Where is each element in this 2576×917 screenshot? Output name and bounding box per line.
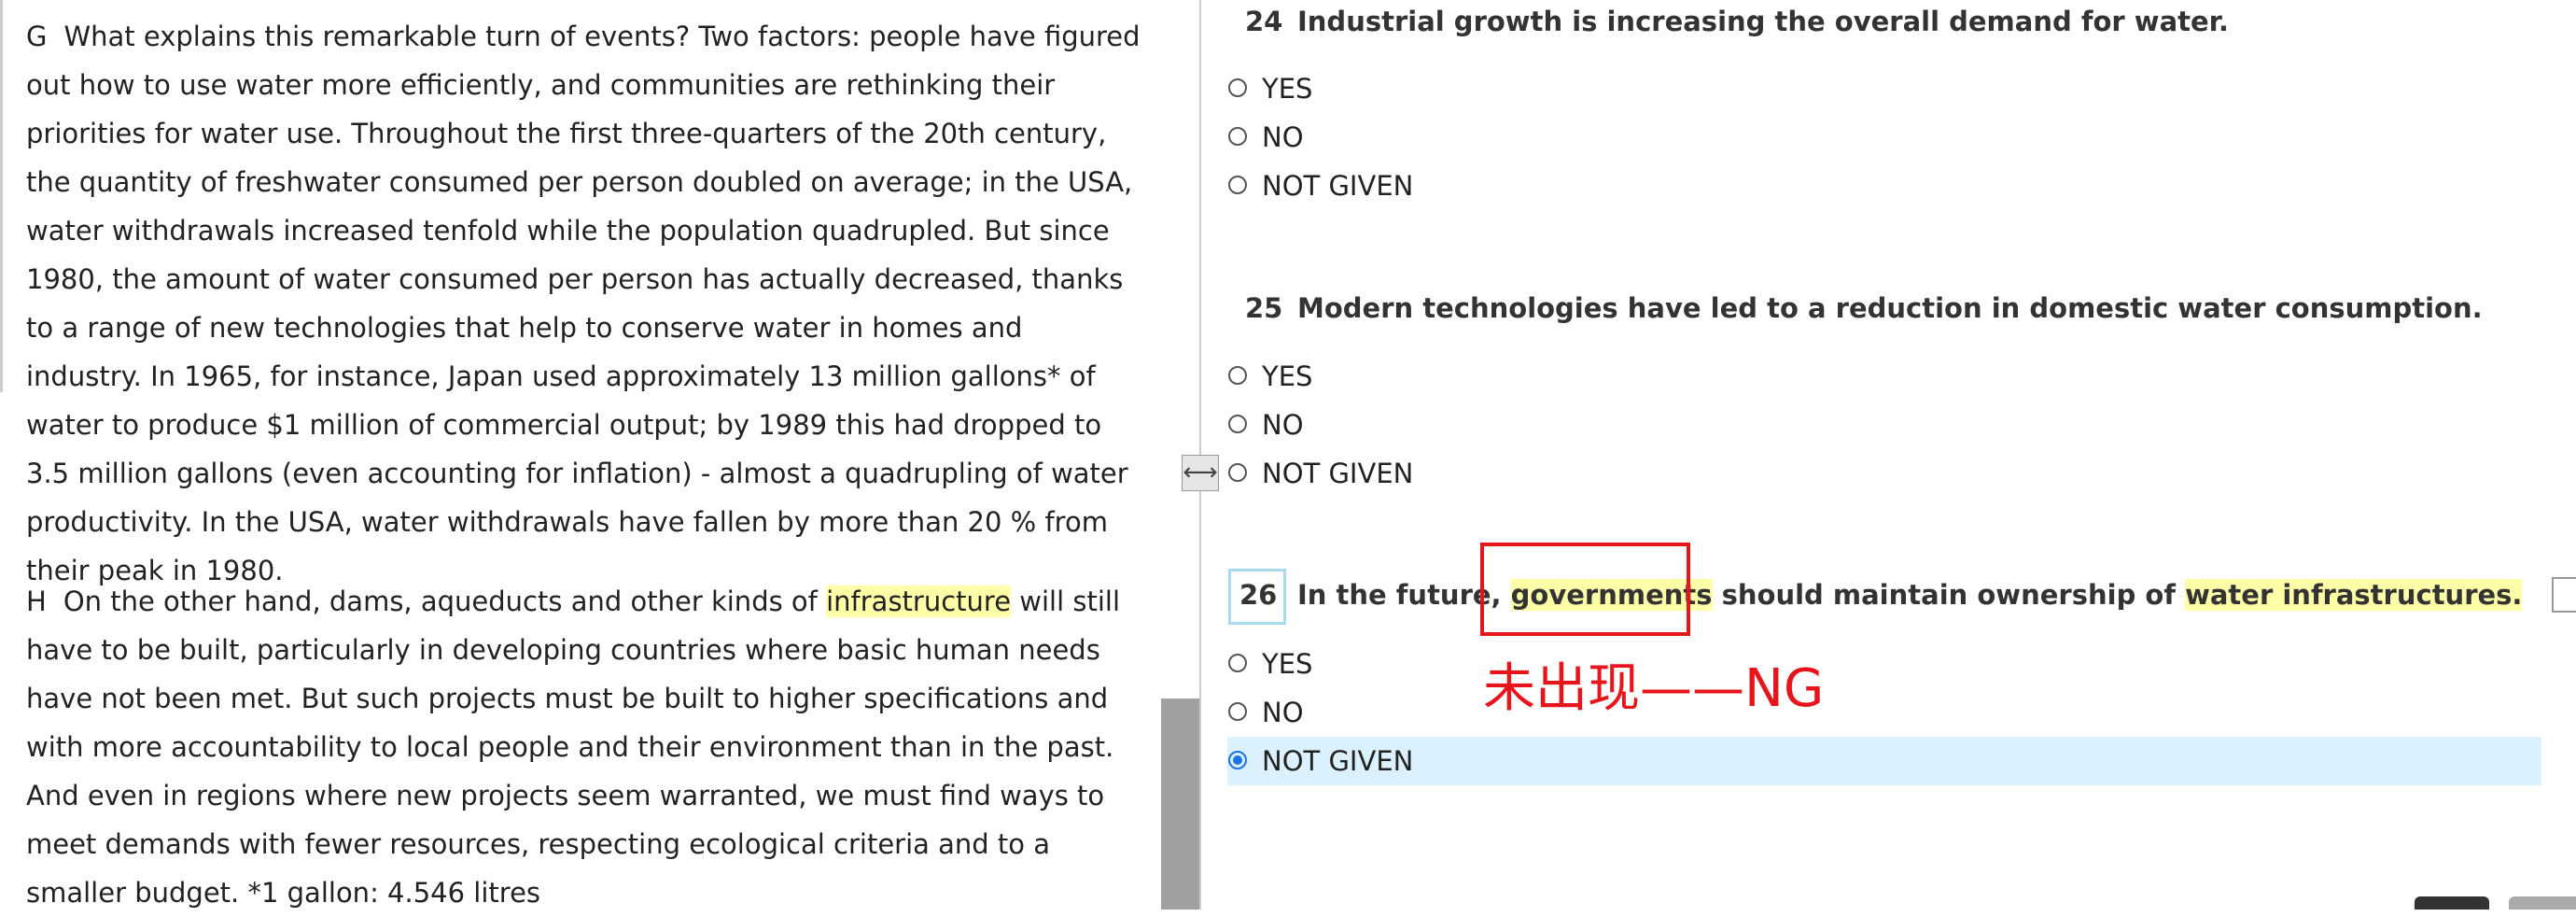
radio[interactable] (1228, 127, 1247, 146)
option-text: YES (1262, 73, 1313, 105)
radio[interactable] (1228, 415, 1247, 433)
paragraph-text: will still have to be built, particularl… (26, 585, 1121, 909)
radio[interactable] (1228, 176, 1247, 194)
option-text: YES (1262, 648, 1313, 680)
question-text: Industrial growth is increasing the over… (1297, 6, 2229, 37)
option[interactable]: NOT GIVEN (1227, 162, 2541, 210)
paragraph-text: What explains this remarkable turn of ev… (26, 21, 1141, 586)
option[interactable]: NO (1227, 401, 2541, 449)
option-text: NOT GIVEN (1262, 170, 1414, 202)
nav-button[interactable] (2509, 896, 2576, 910)
question-number: 26 (1239, 579, 1278, 611)
option[interactable]: YES (1227, 352, 2541, 401)
nav-button[interactable] (2415, 896, 2489, 910)
question-text: In the future, (1297, 579, 1511, 611)
paragraph: G What explains this remarkable turn of e… (26, 12, 1144, 595)
option[interactable]: NOT GIVEN (1227, 449, 2541, 498)
radio[interactable] (1228, 654, 1247, 672)
radio[interactable] (1228, 702, 1247, 721)
question-text: should maintain ownership of (1712, 579, 2186, 611)
option-text: NO (1262, 697, 1304, 728)
option-text: NO (1262, 409, 1304, 441)
question-number: 25 (1245, 292, 1283, 324)
number-box (1228, 569, 1286, 625)
option[interactable]: YES (1227, 640, 2541, 688)
highlight[interactable]: water infrastructures. (2185, 579, 2523, 611)
option[interactable]: NO (1227, 113, 2541, 162)
option-text: NOT GIVEN (1262, 458, 1414, 489)
resize-handle[interactable]: ⟷ (1182, 455, 1219, 491)
red-box (1480, 543, 1690, 636)
option-text: NOT GIVEN (1262, 745, 1414, 777)
highlight[interactable]: infrastructure (826, 585, 1012, 617)
paragraph-label: H (26, 585, 47, 617)
option-text: YES (1262, 360, 1313, 392)
passage-pane: G What explains this remarkable turn of e… (0, 0, 1161, 910)
question: 24 Industrial growth is increasing the ov… (1245, 6, 2229, 37)
option[interactable]: NOT GIVEN (1227, 737, 2541, 785)
paragraph: H On the other hand, dams, aqueducts and … (26, 577, 1144, 917)
option[interactable]: YES (1227, 64, 2541, 113)
paragraph-text: On the other hand, dams, aqueducts and o… (63, 585, 827, 617)
question: 26 In the future, governments should main… (1239, 579, 2523, 611)
annotation: 未出现——NG (1483, 658, 1825, 719)
question-number: 24 (1245, 6, 1283, 37)
radio[interactable] (1228, 366, 1247, 385)
left-edge (0, 0, 3, 392)
option-text: NO (1262, 121, 1304, 153)
question: 25 Modern technologies have led to a redu… (1245, 292, 2483, 324)
paragraph-label: G (26, 21, 48, 52)
radio[interactable] (1228, 463, 1247, 482)
question-text: Modern technologies have led to a reduct… (1297, 292, 2483, 324)
highlight[interactable]: governments (1510, 579, 1713, 611)
scrollbar-thumb[interactable] (1161, 698, 1199, 910)
bookmark-icon[interactable] (2552, 577, 2576, 613)
option[interactable]: NO (1227, 688, 2541, 737)
radio[interactable] (1228, 78, 1247, 97)
radio[interactable] (1228, 751, 1247, 769)
